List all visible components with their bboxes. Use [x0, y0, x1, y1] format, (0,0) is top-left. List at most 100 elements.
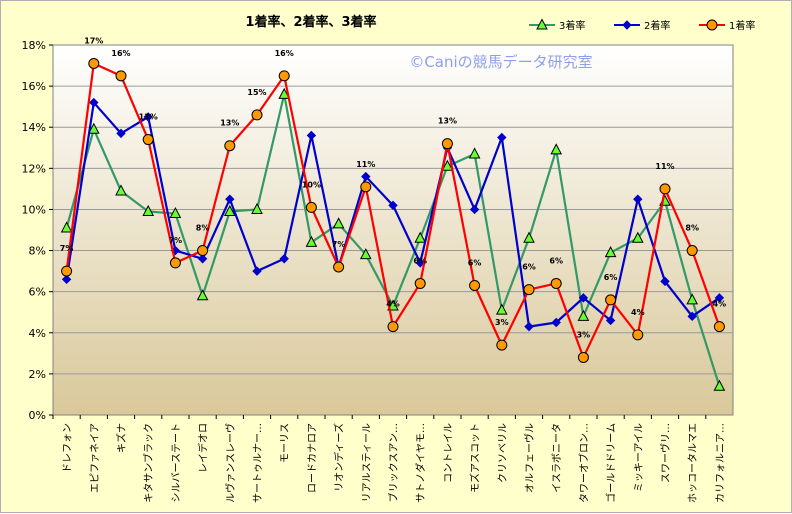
- data-label: 4%: [631, 308, 645, 317]
- data-point: [305, 201, 317, 213]
- data-label: 13%: [139, 113, 158, 122]
- data-point: [469, 204, 480, 215]
- data-point: [686, 293, 699, 305]
- data-label: 13%: [438, 117, 457, 126]
- data-point: [713, 379, 726, 391]
- data-point: [142, 134, 154, 146]
- data-point: [387, 321, 399, 333]
- data-point: [605, 294, 617, 306]
- data-point: [360, 181, 372, 193]
- data-point: [551, 317, 561, 328]
- data-point: [333, 261, 345, 273]
- data-point: [388, 200, 398, 211]
- data-label: 11%: [356, 160, 375, 169]
- data-point: [495, 303, 508, 315]
- data-point: [143, 112, 153, 122]
- data-label: 3%: [577, 330, 591, 339]
- data-label: 11%: [655, 162, 674, 171]
- data-point: [469, 280, 481, 291]
- data-label: 3%: [495, 318, 509, 327]
- data-label: 8%: [685, 224, 699, 233]
- data-point: [332, 217, 345, 229]
- data-point: [88, 58, 100, 69]
- data-point: [61, 274, 72, 285]
- data-point: [359, 248, 372, 260]
- x-tick-label: サートゥルナー…: [252, 423, 264, 503]
- data-point: [251, 202, 263, 214]
- data-point: [414, 277, 426, 289]
- x-tick-label: オルフェーヴル: [523, 423, 536, 493]
- data-point: [550, 277, 562, 289]
- legend-label: 1着率: [729, 19, 755, 32]
- x-tick-label: ロードカナロア: [306, 423, 318, 493]
- x-tick-label: モーリス: [280, 423, 291, 463]
- data-label: 16%: [275, 49, 294, 58]
- data-point: [252, 266, 262, 276]
- x-tick-label: コントレイル: [443, 423, 454, 483]
- legend-label: 3着率: [559, 19, 585, 32]
- y-tick-label: 4%: [29, 327, 46, 340]
- data-point: [278, 87, 291, 99]
- data-label: 10%: [302, 180, 321, 189]
- data-point: [524, 321, 534, 332]
- data-point: [687, 311, 697, 322]
- data-point: [659, 183, 671, 195]
- plot-area: [52, 44, 734, 416]
- data-point: [441, 159, 454, 171]
- data-point: [196, 289, 209, 301]
- x-tick-label: シルバーステート: [170, 423, 182, 503]
- data-point: [706, 19, 718, 31]
- data-label: 17%: [84, 37, 103, 46]
- data-point: [142, 204, 155, 216]
- legend: 3着率 2着率 1着率: [529, 18, 755, 32]
- data-point: [61, 265, 73, 277]
- data-point: [224, 140, 236, 152]
- data-label: 6%: [522, 263, 536, 272]
- data-point: [387, 299, 399, 311]
- data-point: [605, 315, 616, 326]
- data-point: [225, 194, 235, 204]
- y-tick-label: 14%: [22, 121, 46, 134]
- data-point: [686, 245, 698, 257]
- data-label: 7%: [60, 244, 74, 253]
- data-point: [536, 18, 548, 30]
- x-tick-label: キタサンブラック: [142, 423, 155, 503]
- data-point: [631, 231, 644, 243]
- data-point: [660, 276, 670, 287]
- data-point: [633, 194, 643, 204]
- x-tick-label: スワーヴリ…: [659, 423, 672, 483]
- data-label: 4%: [713, 300, 727, 309]
- data-point: [223, 204, 236, 216]
- y-tick-label: 2%: [29, 368, 46, 381]
- x-tick-label: リオンディーズ: [333, 423, 346, 492]
- data-point: [550, 143, 563, 155]
- x-tick-label: モズアスコット: [469, 423, 482, 493]
- data-label: 13%: [220, 119, 239, 128]
- data-label: 15%: [247, 88, 266, 97]
- data-point: [441, 138, 453, 150]
- x-tick-label: エピファネイア: [89, 423, 101, 493]
- data-point: [622, 20, 632, 30]
- data-point: [714, 293, 725, 303]
- data-point: [523, 284, 535, 296]
- data-point: [578, 293, 589, 303]
- data-label: 6%: [549, 256, 563, 265]
- data-label: 16%: [111, 49, 130, 58]
- x-tick-label: ミッキーアイル: [634, 423, 645, 492]
- data-label: 6%: [468, 259, 482, 268]
- data-point: [89, 97, 99, 108]
- data-point: [415, 258, 425, 268]
- data-label: 8%: [196, 224, 210, 233]
- series-3着率: [60, 87, 726, 391]
- data-point: [60, 221, 73, 233]
- data-point: [305, 235, 318, 247]
- y-tick-label: 6%: [29, 286, 46, 299]
- watermark-text: ©Caniの競馬データ研究室: [409, 53, 592, 71]
- y-tick-label: 16%: [22, 80, 46, 93]
- x-tick-label: タワーオブロン…: [577, 423, 590, 503]
- data-point: [497, 132, 507, 143]
- data-point: [251, 109, 263, 121]
- x-tick-label: ブリックスアン…: [387, 423, 400, 502]
- data-point: [279, 254, 289, 264]
